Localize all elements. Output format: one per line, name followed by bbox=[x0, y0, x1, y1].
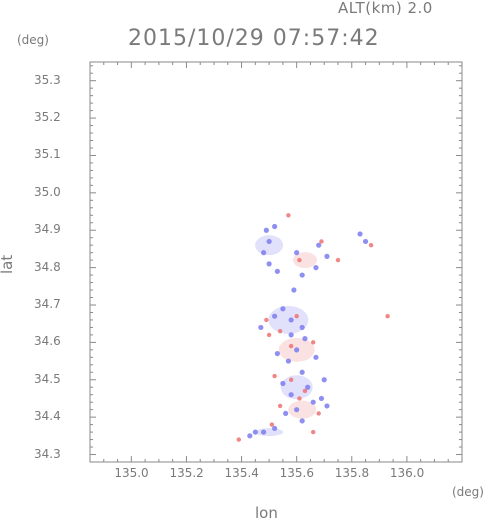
y-unit-label: (deg) bbox=[17, 33, 49, 47]
altitude-label: ALT(km) 2.0 bbox=[338, 0, 433, 17]
blue-echo-point bbox=[318, 395, 325, 402]
timestamp-title: 2015/10/29 07:57:42 bbox=[128, 26, 380, 51]
plot-area bbox=[236, 213, 390, 442]
blue-echo-point bbox=[294, 347, 300, 353]
blue-echo-point bbox=[280, 306, 286, 312]
blue-echo-point bbox=[310, 399, 316, 405]
y-tick-label: 35.3 bbox=[34, 72, 61, 87]
red-echo-point bbox=[302, 388, 308, 394]
x-axis-label: lon bbox=[255, 504, 278, 522]
blue-echo-point bbox=[362, 238, 369, 245]
blue-echo-point bbox=[294, 250, 300, 256]
echo-cloud bbox=[255, 235, 284, 256]
blue-echo-point bbox=[321, 377, 327, 383]
red-echo-point bbox=[368, 242, 374, 248]
y-tick-label: 34.5 bbox=[34, 371, 61, 386]
x-tick-label: 136.0 bbox=[389, 466, 425, 480]
blue-echo-point bbox=[272, 425, 278, 431]
plot-frame bbox=[89, 61, 463, 463]
blue-echo-point bbox=[299, 369, 305, 375]
blue-echo-point bbox=[274, 268, 280, 274]
blue-echo-point bbox=[324, 403, 330, 409]
blue-echo-point bbox=[274, 350, 280, 357]
blue-echo-point bbox=[261, 250, 267, 256]
blue-echo-point bbox=[324, 253, 330, 259]
blue-echo-point bbox=[316, 242, 322, 248]
blue-echo-point bbox=[285, 358, 291, 364]
x-unit-label: (deg) bbox=[452, 485, 484, 499]
blue-echo-point bbox=[252, 429, 258, 435]
y-tick-label: 35.2 bbox=[34, 110, 61, 125]
x-tick-label: 135.8 bbox=[334, 466, 370, 480]
y-axis-label: lat bbox=[0, 254, 16, 274]
blue-echo-point bbox=[283, 410, 289, 417]
y-tick-label: 34.4 bbox=[34, 409, 61, 424]
red-echo-point bbox=[294, 314, 299, 319]
blue-echo-point bbox=[266, 238, 272, 245]
echo-cloud bbox=[255, 428, 284, 437]
y-tick-label: 35.1 bbox=[34, 147, 61, 162]
y-tick-label: 34.9 bbox=[34, 222, 61, 237]
red-echo-point bbox=[297, 257, 302, 263]
blue-echo-point bbox=[288, 317, 294, 323]
blue-echo-point bbox=[258, 324, 264, 331]
y-tick-label: 35.0 bbox=[34, 184, 61, 199]
red-echo-point bbox=[288, 343, 294, 349]
red-echo-point bbox=[264, 317, 269, 323]
y-tick-label: 34.3 bbox=[34, 446, 61, 461]
blue-echo-point bbox=[313, 354, 319, 360]
red-echo-point bbox=[288, 377, 294, 382]
blue-echo-point bbox=[313, 265, 319, 271]
red-echo-point bbox=[236, 437, 241, 442]
red-echo-point bbox=[277, 328, 283, 334]
blue-echo-point bbox=[272, 313, 278, 319]
echo-cloud bbox=[292, 252, 317, 269]
blue-echo-point bbox=[299, 272, 305, 278]
blue-echo-point bbox=[288, 332, 294, 338]
y-tick-label: 34.7 bbox=[34, 296, 61, 311]
x-tick-label: 135.4 bbox=[224, 466, 259, 480]
echo-cloud bbox=[268, 305, 309, 334]
y-tick-label: 34.6 bbox=[34, 334, 61, 349]
blue-echo-point bbox=[291, 287, 297, 293]
red-echo-point bbox=[385, 314, 390, 319]
echo-cloud bbox=[288, 400, 317, 419]
red-echo-point bbox=[319, 239, 324, 244]
red-echo-point bbox=[277, 403, 283, 409]
red-echo-point bbox=[311, 429, 316, 435]
echo-cloud bbox=[280, 375, 313, 400]
blue-echo-point bbox=[266, 261, 272, 267]
blue-echo-point bbox=[357, 231, 363, 237]
blue-echo-point bbox=[299, 418, 305, 424]
axes bbox=[89, 61, 463, 463]
red-echo-point bbox=[286, 213, 291, 218]
blue-echo-point bbox=[272, 223, 278, 230]
red-echo-point bbox=[335, 257, 341, 263]
red-echo-point bbox=[272, 373, 277, 379]
x-tick-label: 135.2 bbox=[169, 466, 204, 480]
blue-echo-point bbox=[247, 433, 253, 439]
blue-echo-point bbox=[302, 336, 308, 342]
blue-echo-point bbox=[305, 384, 311, 390]
red-echo-point bbox=[269, 422, 275, 427]
red-echo-point bbox=[266, 332, 272, 338]
blue-echo-point bbox=[288, 392, 294, 398]
y-tick-label: 34.8 bbox=[34, 259, 61, 274]
blue-echo-point bbox=[299, 324, 305, 331]
blue-echo-point bbox=[294, 407, 300, 413]
blue-echo-point bbox=[263, 227, 269, 233]
red-echo-point bbox=[316, 411, 321, 416]
red-echo-point bbox=[297, 396, 302, 401]
red-echo-point bbox=[311, 340, 316, 345]
blue-echo-point bbox=[280, 380, 286, 387]
x-tick-label: 135.6 bbox=[279, 466, 315, 480]
blue-echo-point bbox=[261, 429, 267, 435]
x-tick-label: 135.0 bbox=[114, 466, 149, 480]
